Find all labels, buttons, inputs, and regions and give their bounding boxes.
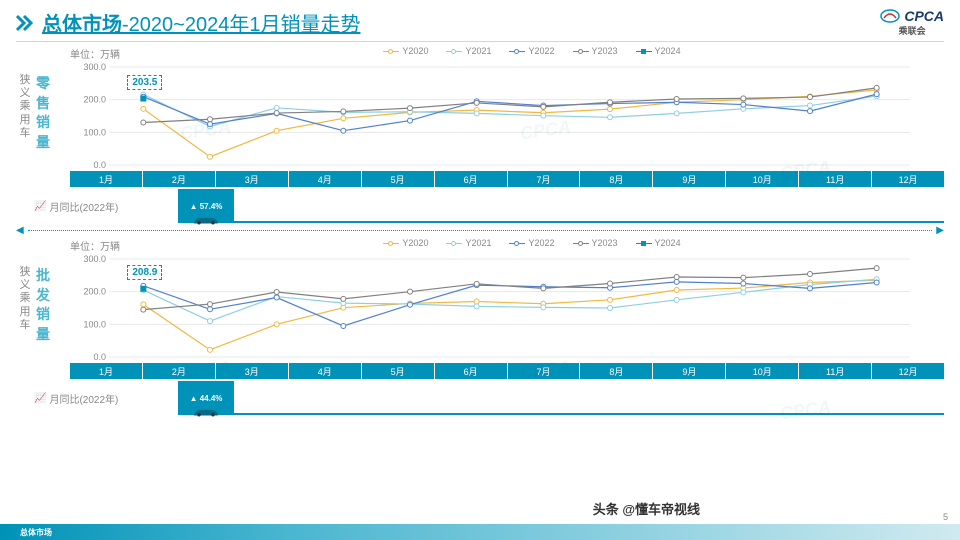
wholesale-line-chart: 0.0 100.0 200.0 300.0 bbox=[70, 253, 920, 363]
unit-label: 单位：万辆 bbox=[70, 46, 120, 61]
axis-month-cell: 12月 bbox=[872, 363, 944, 379]
svg-text:0.0: 0.0 bbox=[93, 160, 106, 170]
tri-left-icon: ◀ bbox=[16, 225, 24, 236]
axis-month-cell: 5月 bbox=[362, 363, 435, 379]
chart-legend: Y2020 Y2021 Y2022 Y2023 Y2024 bbox=[120, 46, 944, 56]
axis-month-cell: 1月 bbox=[70, 171, 143, 187]
svg-text:300.0: 300.0 bbox=[83, 62, 106, 72]
callout-value: 208.9 bbox=[127, 265, 162, 280]
page-header: 总体市场-2020~2024年1月销量走势 CPCA 乘联会 bbox=[0, 0, 960, 41]
footer-nav: 总体市场 bbox=[0, 524, 960, 540]
metric-label-vertical: 批发销量 bbox=[36, 266, 50, 344]
page-title: 总体市场-2020~2024年1月销量走势 bbox=[42, 8, 360, 37]
yoy-value-cell: ▲ 44.4% bbox=[178, 381, 234, 415]
axis-month-cell: 8月 bbox=[580, 171, 653, 187]
car-icon bbox=[192, 407, 220, 417]
axis-month-cell: 10月 bbox=[726, 363, 799, 379]
wholesale-panel: 单位：万辆 Y2020 Y2021 Y2022 Y2023 Y2024 0.0 100.0… bbox=[0, 238, 960, 415]
axis-month-cell: 4月 bbox=[289, 171, 362, 187]
legend-item: Y2020 bbox=[383, 46, 428, 56]
axis-month-cell: 11月 bbox=[799, 171, 872, 187]
category-label-vertical: 狭义乘用车 bbox=[18, 266, 32, 332]
retail-line-chart: 0.0 100.0 200.0 300.0 bbox=[70, 61, 920, 171]
yoy-row: 📈 月同比(2022年) ▲ 57.4% bbox=[16, 189, 944, 223]
tri-right-icon: ▶ bbox=[936, 225, 944, 236]
legend-item: Y2021 bbox=[446, 238, 491, 248]
legend-item: Y2024 bbox=[636, 46, 681, 56]
axis-month-cell: 9月 bbox=[653, 171, 726, 187]
trend-icon: 📈 bbox=[34, 201, 46, 212]
x-axis-strip: 1月2月3月4月5月6月7月8月9月10月11月12月 bbox=[70, 171, 944, 187]
axis-month-cell: 6月 bbox=[435, 363, 508, 379]
header-divider bbox=[16, 41, 944, 42]
callout-value: 203.5 bbox=[127, 75, 162, 90]
axis-month-cell: 1月 bbox=[70, 363, 143, 379]
svg-text:0.0: 0.0 bbox=[93, 352, 106, 362]
yoy-row: 📈 月同比(2022年) ▲ 44.4% bbox=[16, 381, 944, 415]
axis-month-cell: 2月 bbox=[143, 171, 216, 187]
svg-text:100.0: 100.0 bbox=[83, 127, 106, 137]
legend-item: Y2022 bbox=[509, 238, 554, 248]
svg-text:300.0: 300.0 bbox=[83, 254, 106, 264]
trend-icon: 📈 bbox=[34, 393, 46, 404]
x-axis-strip: 1月2月3月4月5月6月7月8月9月10月11月12月 bbox=[70, 363, 944, 379]
legend-item: Y2022 bbox=[509, 46, 554, 56]
axis-month-cell: 10月 bbox=[726, 171, 799, 187]
svg-text:200.0: 200.0 bbox=[83, 287, 106, 297]
legend-item: Y2023 bbox=[573, 238, 618, 248]
chart-legend: Y2020 Y2021 Y2022 Y2023 Y2024 bbox=[120, 238, 944, 248]
axis-month-cell: 12月 bbox=[872, 171, 944, 187]
yoy-value-cell: ▲ 57.4% bbox=[178, 189, 234, 223]
svg-text:200.0: 200.0 bbox=[83, 95, 106, 105]
page-number: 5 bbox=[943, 512, 948, 522]
axis-month-cell: 8月 bbox=[580, 363, 653, 379]
yoy-label: 月同比(2022年) bbox=[49, 199, 118, 214]
chevron-icon bbox=[16, 14, 38, 32]
axis-month-cell: 2月 bbox=[143, 363, 216, 379]
axis-month-cell: 5月 bbox=[362, 171, 435, 187]
category-label-vertical: 狭义乘用车 bbox=[18, 74, 32, 140]
axis-month-cell: 3月 bbox=[216, 171, 289, 187]
axis-month-cell: 6月 bbox=[435, 171, 508, 187]
axis-month-cell: 9月 bbox=[653, 363, 726, 379]
legend-item: Y2021 bbox=[446, 46, 491, 56]
retail-panel: 单位：万辆 Y2020 Y2021 Y2022 Y2023 Y2024 0.0 100.0… bbox=[0, 46, 960, 223]
car-icon bbox=[192, 215, 220, 225]
axis-month-cell: 7月 bbox=[508, 363, 581, 379]
cpca-logo: CPCA 乘联会 bbox=[880, 8, 944, 37]
yoy-label: 月同比(2022年) bbox=[49, 391, 118, 406]
attribution-text: 头条 @懂车帝视线 bbox=[593, 499, 700, 518]
axis-month-cell: 11月 bbox=[799, 363, 872, 379]
panel-divider: ◀ ▶ bbox=[0, 223, 960, 238]
axis-month-cell: 3月 bbox=[216, 363, 289, 379]
metric-label-vertical: 零售销量 bbox=[36, 74, 50, 152]
axis-month-cell: 7月 bbox=[508, 171, 581, 187]
axis-month-cell: 4月 bbox=[289, 363, 362, 379]
footer-tab-active[interactable]: 总体市场 bbox=[12, 527, 60, 538]
legend-item: Y2020 bbox=[383, 238, 428, 248]
legend-item: Y2023 bbox=[573, 46, 618, 56]
legend-item: Y2024 bbox=[636, 238, 681, 248]
unit-label: 单位：万辆 bbox=[70, 238, 120, 253]
svg-text:100.0: 100.0 bbox=[83, 319, 106, 329]
